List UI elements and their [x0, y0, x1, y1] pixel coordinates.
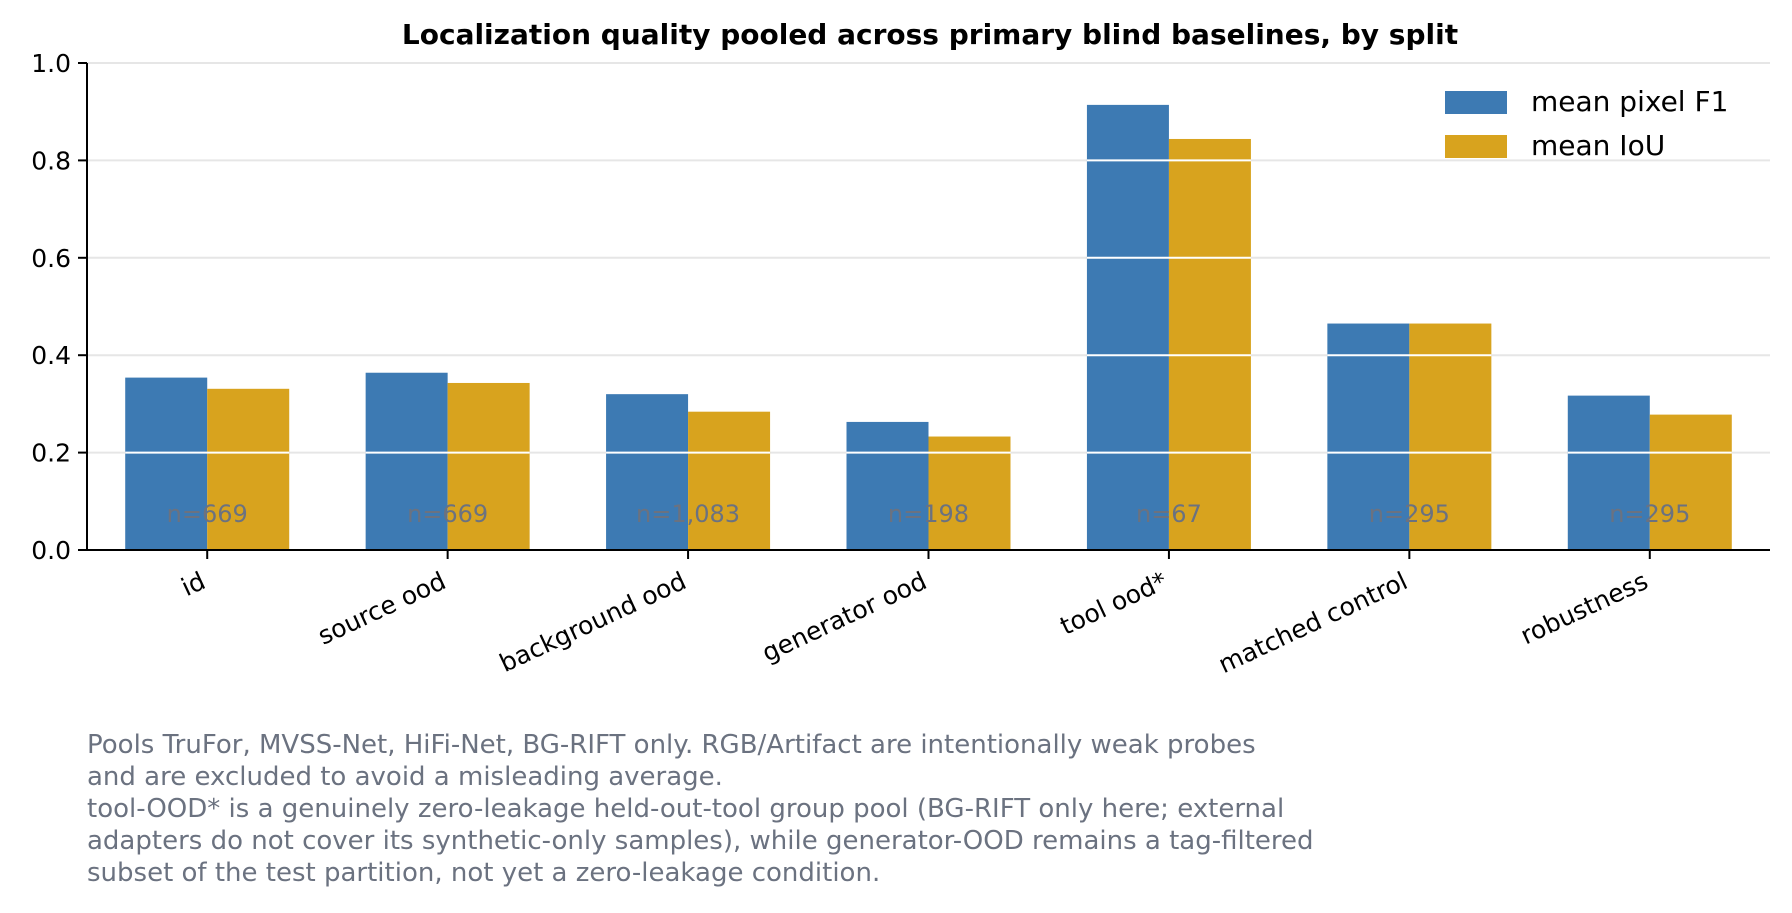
caption-line: subset of the test partition, not yet a …	[87, 858, 881, 888]
bar	[1086, 104, 1169, 550]
legend-swatch	[1445, 135, 1507, 158]
legend-swatch	[1445, 91, 1507, 114]
count-label: n=198	[888, 500, 969, 528]
bar	[207, 388, 290, 550]
caption-line: and are excluded to avoid a misleading a…	[87, 762, 723, 792]
bar	[1409, 323, 1492, 550]
y-tick-label: 0.0	[31, 536, 71, 565]
count-label: n=669	[167, 500, 248, 528]
axes: 0.0 0.2 0.4 0.6 0.8 1.0 id source ood background…	[31, 49, 1770, 679]
count-label: n=295	[1369, 500, 1450, 528]
legend-label: mean IoU	[1531, 129, 1665, 162]
count-labels: n=669 n=669 n=1,083 n=198 n=67 n=295 n=295	[167, 500, 1691, 528]
count-label: n=1,083	[636, 500, 740, 528]
count-label: n=669	[407, 500, 488, 528]
x-tick-label: source ood	[313, 566, 450, 650]
bars-group	[125, 104, 1732, 551]
bar	[846, 421, 929, 550]
bar	[125, 377, 208, 550]
y-tick-label: 0.6	[31, 244, 71, 273]
caption-line: tool-OOD* is a genuinely zero-leakage he…	[87, 794, 1285, 824]
y-tick-label: 1.0	[31, 49, 71, 78]
bar	[365, 372, 448, 550]
caption-line: Pools TruFor, MVSS-Net, HiFi-Net, BG-RIF…	[87, 730, 1256, 760]
caption: Pools TruFor, MVSS-Net, HiFi-Net, BG-RIF…	[87, 729, 1587, 889]
chart-title: Localization quality pooled across prima…	[402, 18, 1458, 51]
legend-label: mean pixel F1	[1531, 85, 1728, 118]
y-tick-label: 0.4	[31, 341, 71, 370]
x-tick-label: robustness	[1516, 566, 1652, 650]
x-tick-label: id	[177, 566, 210, 602]
bar	[447, 382, 530, 550]
x-tick-label: tool ood*	[1056, 566, 1172, 641]
count-label: n=295	[1609, 500, 1690, 528]
bar	[1649, 414, 1732, 550]
bar	[606, 394, 689, 550]
bar	[1168, 138, 1251, 551]
x-tick-label: generator ood	[758, 566, 931, 667]
bar	[1567, 395, 1650, 550]
legend: mean pixel F1 mean IoU	[1445, 85, 1728, 162]
bar	[1327, 323, 1410, 550]
y-tick-label: 0.2	[31, 439, 71, 468]
bar	[688, 411, 771, 550]
bar	[928, 436, 1011, 550]
y-tick-label: 0.8	[31, 146, 71, 175]
caption-line: adapters do not cover its synthetic-only…	[87, 826, 1314, 856]
gridlines	[87, 62, 1770, 454]
x-tick-label: background ood	[495, 566, 691, 678]
count-label: n=67	[1136, 500, 1202, 528]
x-tick-label: matched control	[1214, 566, 1412, 679]
